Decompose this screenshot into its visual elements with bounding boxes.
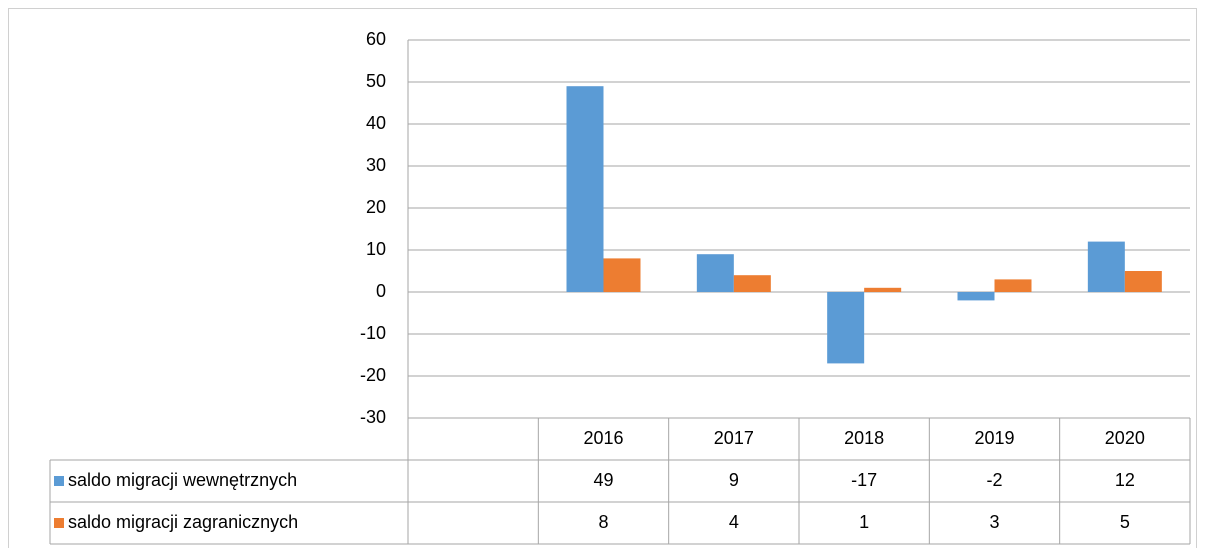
table-value: -17 bbox=[851, 470, 877, 490]
x-tick-label: 2018 bbox=[844, 428, 884, 448]
x-tick-label: 2017 bbox=[714, 428, 754, 448]
y-tick-label: -10 bbox=[360, 323, 386, 343]
bar bbox=[1124, 271, 1162, 292]
x-tick-label: 2016 bbox=[583, 428, 623, 448]
bar bbox=[566, 86, 604, 292]
legend-key bbox=[54, 518, 64, 528]
table-value: 4 bbox=[729, 512, 739, 532]
table-value: 8 bbox=[598, 512, 608, 532]
legend-key bbox=[54, 476, 64, 486]
chart-frame bbox=[8, 8, 1197, 548]
table-value: 9 bbox=[729, 470, 739, 490]
table-value: 3 bbox=[989, 512, 999, 532]
bar bbox=[603, 258, 641, 292]
table-value: 5 bbox=[1120, 512, 1130, 532]
y-tick-label: 50 bbox=[366, 71, 386, 91]
table-value: 12 bbox=[1115, 470, 1135, 490]
y-tick-label: 10 bbox=[366, 239, 386, 259]
table-value: 1 bbox=[859, 512, 869, 532]
x-tick-label: 2019 bbox=[974, 428, 1014, 448]
y-tick-label: 30 bbox=[366, 155, 386, 175]
legend-label: saldo migracji zagranicznych bbox=[68, 512, 298, 532]
y-tick-label: -20 bbox=[360, 365, 386, 385]
x-tick-label: 2020 bbox=[1105, 428, 1145, 448]
bar bbox=[733, 275, 771, 292]
bar bbox=[1087, 241, 1125, 292]
y-tick-label: -30 bbox=[360, 407, 386, 427]
bar bbox=[994, 279, 1032, 292]
bar bbox=[696, 254, 734, 292]
y-tick-label: 20 bbox=[366, 197, 386, 217]
y-tick-label: 0 bbox=[376, 281, 386, 301]
y-tick-label: 60 bbox=[366, 29, 386, 49]
table-value: -2 bbox=[986, 470, 1002, 490]
bar bbox=[827, 292, 865, 364]
bar bbox=[957, 292, 995, 301]
legend-label: saldo migracji wewnętrznych bbox=[68, 470, 297, 490]
bar bbox=[864, 287, 902, 292]
table-value: 49 bbox=[593, 470, 613, 490]
y-tick-label: 40 bbox=[366, 113, 386, 133]
